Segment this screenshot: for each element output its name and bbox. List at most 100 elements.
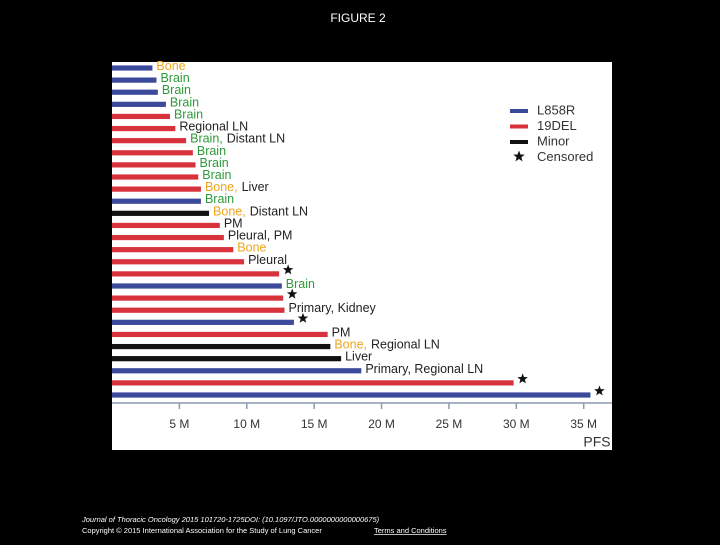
site-label: Pleural, PM bbox=[228, 229, 293, 243]
bar bbox=[112, 331, 328, 338]
legend-label: L858R bbox=[537, 102, 575, 117]
bar bbox=[112, 343, 331, 350]
site-label: Bone, Regional LN bbox=[334, 338, 439, 352]
legend-label: Minor bbox=[537, 133, 570, 148]
bar bbox=[112, 210, 210, 216]
site-label-part: Brain bbox=[160, 71, 189, 85]
site-label: PM bbox=[224, 217, 243, 231]
site-label-part: Bone, bbox=[334, 338, 367, 352]
site-label-part: Brain bbox=[202, 168, 231, 182]
bar bbox=[112, 271, 280, 277]
bar bbox=[112, 174, 199, 180]
site-label: Brain, Distant LN bbox=[190, 132, 285, 146]
bar bbox=[112, 295, 284, 301]
site-label: Regional LN bbox=[179, 120, 248, 134]
site-label-part: Regional LN bbox=[371, 338, 440, 352]
site-label-part: Bone bbox=[156, 59, 185, 73]
site-label: Brain bbox=[200, 156, 229, 170]
site-label: Brain bbox=[197, 144, 226, 158]
site-label: Brain bbox=[160, 71, 189, 85]
bar bbox=[112, 392, 591, 398]
site-label: Pleural bbox=[248, 253, 287, 267]
censored-star bbox=[286, 288, 298, 299]
site-label-part: Liver bbox=[242, 180, 269, 194]
legend-label: Censored bbox=[537, 149, 593, 164]
censored-star bbox=[594, 385, 605, 396]
site-label-part: Brain bbox=[170, 96, 199, 110]
censored-star bbox=[282, 264, 294, 275]
x-tick-label: 30 M bbox=[503, 417, 530, 431]
site-label: Primary, Regional LN bbox=[365, 362, 483, 376]
bar bbox=[112, 319, 294, 325]
bar bbox=[112, 65, 153, 71]
figure-title: FIGURE 2 bbox=[330, 11, 386, 25]
site-label-part: Bone, bbox=[205, 180, 238, 194]
bar bbox=[112, 259, 245, 265]
site-label-part: Distant LN bbox=[227, 132, 285, 146]
bar bbox=[112, 77, 157, 83]
copyright: Copyright © 2015 International Associati… bbox=[82, 526, 322, 535]
site-label: Bone, Liver bbox=[205, 180, 269, 194]
site-label-part: Brain bbox=[197, 144, 226, 158]
bar bbox=[112, 162, 196, 168]
bar bbox=[112, 283, 282, 289]
site-label-part: Primary, Kidney bbox=[289, 302, 377, 316]
x-tick-label: 5 M bbox=[169, 417, 189, 431]
bar bbox=[112, 113, 170, 120]
bar bbox=[112, 368, 362, 374]
site-label-part: Brain bbox=[286, 277, 315, 291]
site-label-part: Distant LN bbox=[250, 205, 308, 219]
x-tick-label: 25 M bbox=[436, 417, 463, 431]
bar bbox=[112, 150, 193, 156]
site-label: Brain bbox=[174, 108, 203, 122]
citation: Journal of Thoracic Oncology 2015 101720… bbox=[81, 515, 380, 524]
site-label-part: Bone, bbox=[213, 205, 246, 219]
bar bbox=[112, 222, 220, 229]
x-axis-label: PFS bbox=[583, 434, 610, 450]
bar bbox=[112, 198, 201, 204]
site-label: Brain bbox=[162, 84, 191, 98]
site-label: Liver bbox=[345, 350, 372, 364]
site-label-part: Regional LN bbox=[179, 120, 248, 134]
site-label-part: Liver bbox=[345, 350, 372, 364]
bar bbox=[112, 138, 187, 144]
bar bbox=[112, 356, 342, 362]
bar bbox=[112, 247, 234, 253]
site-label: Primary, Kidney bbox=[289, 302, 377, 316]
x-tick-label: 15 M bbox=[301, 417, 328, 431]
site-label-part: Brain bbox=[162, 84, 191, 98]
site-label: Bone, Distant LN bbox=[213, 205, 308, 219]
site-label-part: PM bbox=[224, 217, 243, 231]
site-label: Bone bbox=[237, 241, 266, 255]
site-label-part: Brain bbox=[200, 156, 229, 170]
site-label: Bone bbox=[156, 59, 185, 73]
terms-link[interactable]: Terms and Conditions bbox=[374, 526, 447, 535]
site-label: Brain bbox=[205, 193, 234, 207]
x-tick-label: 10 M bbox=[233, 417, 260, 431]
legend-star bbox=[513, 150, 525, 162]
site-label-part: Brain bbox=[174, 108, 203, 122]
bar bbox=[112, 307, 285, 313]
site-label-part: Brain, bbox=[190, 132, 223, 146]
x-tick-label: 20 M bbox=[368, 417, 395, 431]
site-label-part: PM bbox=[332, 326, 351, 340]
site-label-part: Bone bbox=[237, 241, 266, 255]
legend-label: 19DEL bbox=[537, 118, 577, 133]
site-label-part: Pleural bbox=[248, 253, 287, 267]
site-label: Brain bbox=[170, 96, 199, 110]
site-label: Brain bbox=[286, 277, 315, 291]
censored-star bbox=[297, 312, 309, 323]
site-label: Brain bbox=[202, 168, 231, 182]
x-tick-label: 35 M bbox=[570, 417, 597, 431]
site-label-part: Pleural, PM bbox=[228, 229, 293, 243]
bar bbox=[112, 101, 166, 107]
site-label: PM bbox=[332, 326, 351, 340]
bar bbox=[112, 186, 201, 192]
site-label-part: Brain bbox=[205, 193, 234, 207]
site-label-part: Primary, Regional LN bbox=[365, 362, 483, 376]
censored-star bbox=[517, 373, 528, 384]
bar bbox=[112, 380, 514, 386]
bar bbox=[112, 89, 158, 95]
bar bbox=[112, 125, 176, 132]
bar bbox=[112, 234, 224, 241]
